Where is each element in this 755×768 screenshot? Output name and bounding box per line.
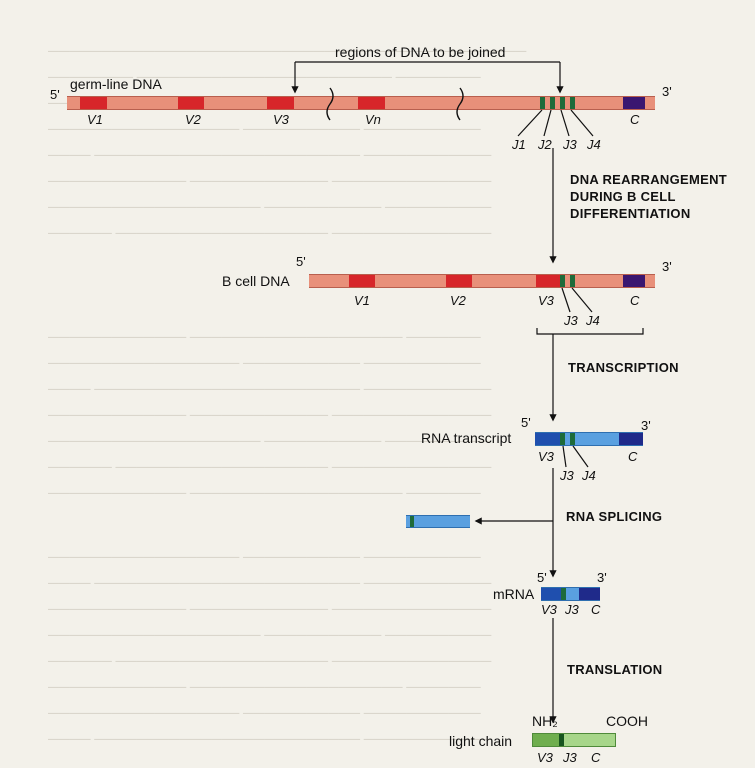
- germline-c-block: [623, 97, 645, 109]
- light-chain-label: light chain: [449, 733, 513, 749]
- bcell-label: B cell DNA: [222, 273, 290, 289]
- bcell-v2-block: [446, 275, 472, 287]
- germline-break-1: [326, 87, 334, 121]
- bcell-j3-label: J3: [564, 313, 578, 328]
- mrna-strand: [541, 587, 600, 601]
- germline-j4-label: J4: [587, 137, 601, 152]
- rna-c-label: C: [628, 449, 638, 464]
- bcell-v3-block: [536, 275, 560, 287]
- bcell-j4-label: J4: [586, 313, 600, 328]
- germline-vn-label: Vn: [365, 112, 381, 127]
- light-chain-protein: [532, 733, 616, 747]
- mrna-v3-label: V3: [541, 602, 557, 617]
- rna-v3-block: [535, 433, 560, 445]
- step-transcription: TRANSCRIPTION: [568, 360, 679, 375]
- regions-label: regions of DNA to be joined: [335, 44, 506, 60]
- rna-j4-leader: [572, 445, 589, 468]
- bcell-j4-leader: [571, 287, 593, 313]
- rna-transcript-strand: [535, 432, 643, 446]
- protein-v3-label: V3: [537, 750, 553, 765]
- germline-j3-leader: [560, 109, 570, 137]
- germline-j2-block: [550, 97, 555, 109]
- rna-j3-block: [560, 433, 565, 445]
- germline-j2-label: J2: [538, 137, 552, 152]
- mrna-j3-label: J3: [565, 602, 579, 617]
- rna-v3-label: V3: [538, 449, 554, 464]
- bcell-v1-block: [349, 275, 375, 287]
- germline-vn-block: [358, 97, 385, 109]
- germline-c-label: C: [630, 112, 640, 127]
- germline-v1-label: V1: [87, 112, 103, 127]
- step-rearrangement-line-1: DNA REARRANGEMENT: [570, 172, 728, 187]
- bcell-v1-label: V1: [354, 293, 370, 308]
- rna-5prime: 5': [521, 415, 531, 430]
- mrna-j3-block: [561, 588, 566, 600]
- bcell-3prime: 3': [662, 259, 672, 274]
- step-translation: TRANSLATION: [567, 662, 663, 677]
- step-rna-splicing: RNA SPLICING: [566, 509, 663, 524]
- bcell-5prime: 5': [296, 254, 306, 269]
- rna-j4-label: J4: [582, 468, 596, 483]
- germline-v3-block: [267, 97, 294, 109]
- mrna-c-block: [579, 588, 600, 600]
- bcell-dna-strand: [309, 274, 655, 288]
- germline-j3-label: J3: [563, 137, 577, 152]
- bcell-c-block: [623, 275, 645, 287]
- step-rearrangement-line-3: DIFFERENTIATION: [570, 206, 691, 221]
- germline-j2-leader: [543, 109, 552, 137]
- mrna-3prime: 3': [597, 570, 607, 585]
- germline-j4-block: [570, 97, 575, 109]
- protein-c-block: [564, 734, 615, 746]
- mrna-c-label: C: [591, 602, 601, 617]
- germline-label: germ-line DNA: [70, 76, 162, 92]
- germline-j1-block: [540, 97, 545, 109]
- mrna-label: mRNA: [493, 586, 535, 602]
- bcell-c-label: C: [630, 293, 640, 308]
- rna-transcript-label: RNA transcript: [421, 430, 512, 446]
- bcell-j3-leader: [561, 287, 571, 313]
- germline-3prime: 3': [662, 84, 672, 99]
- germline-v2-label: V2: [185, 112, 201, 127]
- germline-j4-leader: [570, 109, 594, 137]
- bcell-v3-label: V3: [538, 293, 554, 308]
- spliced-out-intron: [406, 515, 470, 528]
- rna-j3-label: J3: [560, 468, 574, 483]
- rna-j4-block: [570, 433, 575, 445]
- bcell-j4-block: [570, 275, 575, 287]
- protein-c-label: C: [591, 750, 601, 765]
- transcription-bracket: [536, 328, 644, 335]
- rna-j3-leader: [562, 445, 567, 468]
- step-rearrangement-line-2: DURING B CELL: [570, 189, 676, 204]
- germline-j1-label: J1: [512, 137, 526, 152]
- protein-j3-block: [559, 734, 564, 746]
- rna-c-block: [619, 433, 643, 445]
- germline-j1-leader: [517, 109, 543, 137]
- bcell-v2-label: V2: [450, 293, 466, 308]
- germline-break-2: [456, 87, 464, 121]
- spliced-out-j4-block: [410, 516, 414, 527]
- mrna-5prime: 5': [537, 570, 547, 585]
- protein-j3-label: J3: [563, 750, 577, 765]
- germline-v3-label: V3: [273, 112, 289, 127]
- germline-dna-strand: [67, 96, 655, 110]
- mrna-v3-block: [541, 588, 561, 600]
- protein-v3-block: [533, 734, 559, 746]
- germline-5prime: 5': [50, 87, 60, 102]
- rna-3prime: 3': [641, 418, 651, 433]
- bcell-j3-block: [560, 275, 565, 287]
- germline-v1-block: [80, 97, 107, 109]
- protein-cooh-label: COOH: [606, 713, 648, 729]
- germline-j3-block: [560, 97, 565, 109]
- germline-v2-block: [178, 97, 204, 109]
- step-dna-rearrangement: DNA REARRANGEMENT DURING B CELL DIFFEREN…: [570, 171, 727, 222]
